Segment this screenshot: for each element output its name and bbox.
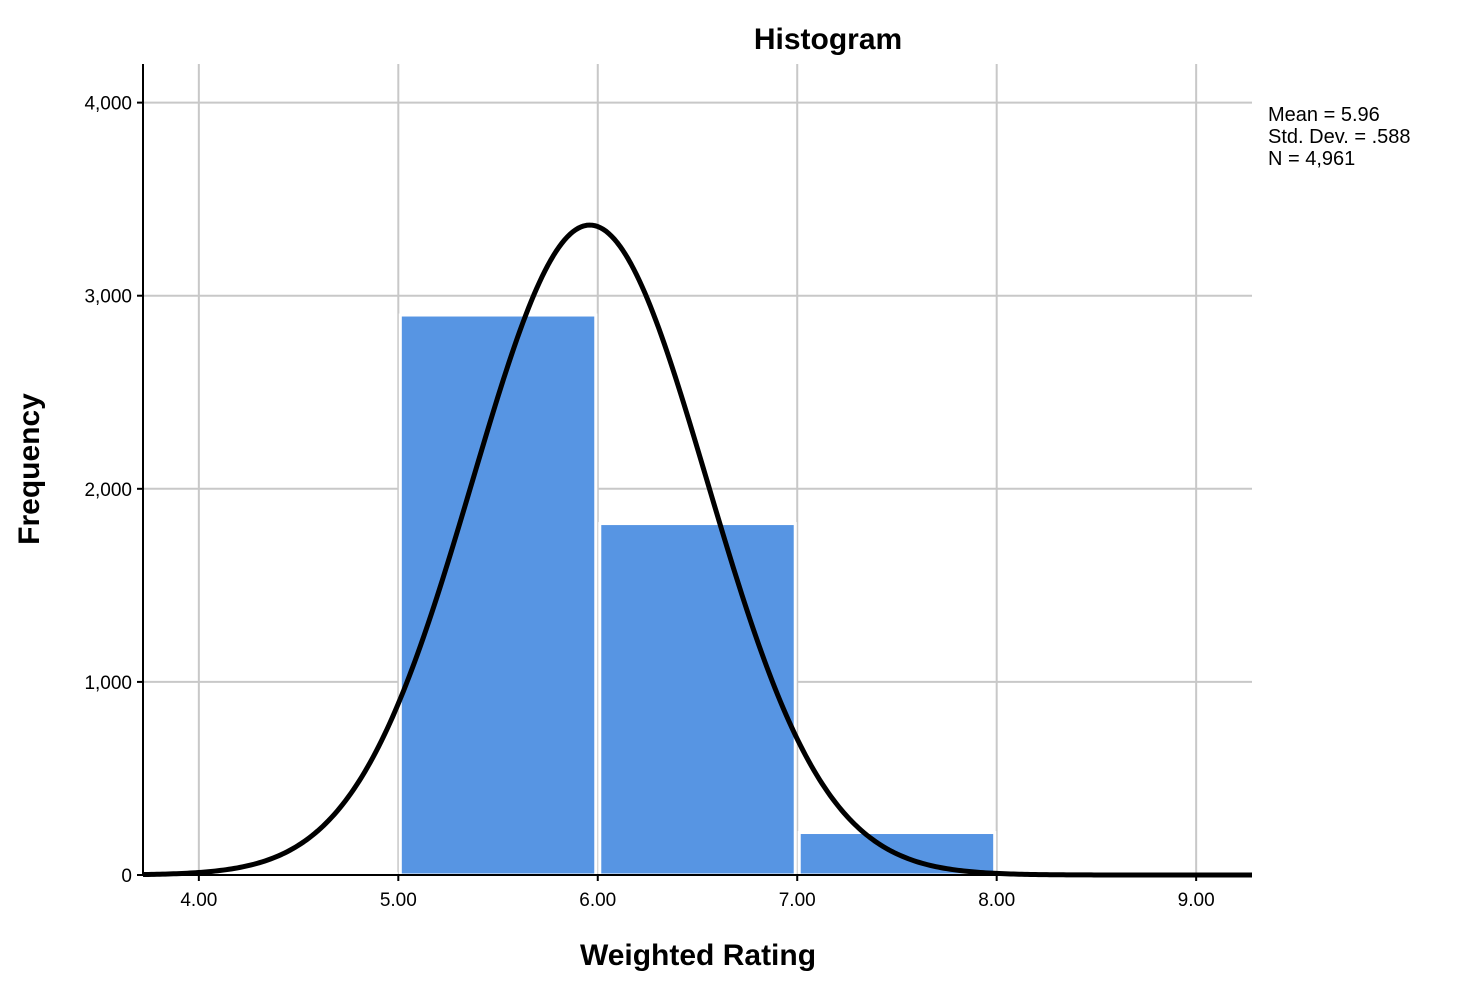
stat-mean: Mean = 5.96 <box>1268 104 1380 126</box>
y-tick-label: 3,000 <box>84 287 132 308</box>
x-tick-label: 8.00 <box>978 890 1015 911</box>
y-tick-label: 1,000 <box>84 673 132 694</box>
stat-n: N = 4,961 <box>1268 148 1355 170</box>
chart-title: Histogram <box>754 23 902 56</box>
stat-std-dev: Std. Dev. = .588 <box>1268 126 1411 148</box>
y-tick-label: 2,000 <box>84 480 132 501</box>
x-tick-label: 6.00 <box>579 890 616 911</box>
histogram-bar-1 <box>398 313 598 877</box>
y-axis-title: Frequency <box>13 393 46 545</box>
x-tick-label: 4.00 <box>180 890 217 911</box>
x-tick-label: 9.00 <box>1178 890 1215 911</box>
x-tick-label: 7.00 <box>779 890 816 911</box>
tick-label-layer: 4.00 5.00 6.00 7.00 8.00 9.00 0 1,000 2,000 3,000… <box>84 94 1214 911</box>
grid-layer <box>143 64 1252 875</box>
stats-legend: Mean = 5.96 Std. Dev. = .588 N = 4,961 <box>1268 104 1411 170</box>
y-tick-label: 0 <box>121 866 132 887</box>
x-axis-title: Weighted Rating <box>580 939 816 972</box>
histogram-bar-2 <box>598 522 797 877</box>
bar-layer <box>199 313 997 877</box>
x-tick-label: 5.00 <box>380 890 417 911</box>
y-tick-label: 4,000 <box>84 94 132 115</box>
axis-layer <box>137 64 1252 881</box>
